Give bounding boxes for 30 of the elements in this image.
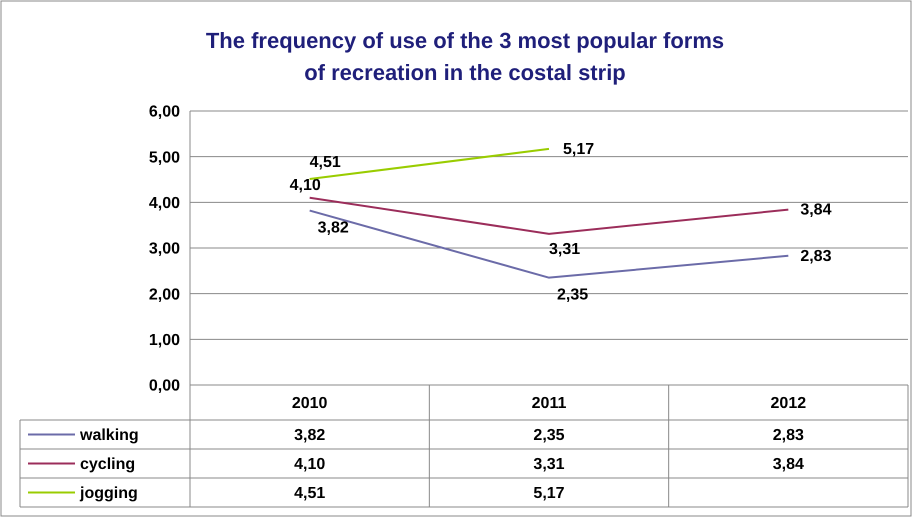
legend-label: jogging <box>79 485 138 502</box>
x-tick-label: 2012 <box>770 395 806 412</box>
data-label: 2,83 <box>772 427 804 444</box>
y-tick-label: 3,00 <box>148 240 180 258</box>
data-label: 4,10 <box>294 456 326 474</box>
text: 3,82 <box>318 220 349 237</box>
text: 3,84 <box>800 202 832 219</box>
y-tick-label: 1,00 <box>148 332 180 349</box>
text: 4,10 <box>290 176 321 194</box>
legend-label: cycling <box>80 456 136 474</box>
x-tick-label: 2011 <box>532 395 566 412</box>
data-label: 5,17 <box>533 485 565 502</box>
x-tick-label: 2010 <box>292 395 328 412</box>
y-tick-label: 0,00 <box>148 378 180 395</box>
text: 2,35 <box>557 286 588 304</box>
y-tick-label: 6,00 <box>148 104 180 121</box>
y-tick-label: 2,00 <box>148 286 180 304</box>
data-label: 2,35 <box>533 427 565 444</box>
data-label: 3,82 <box>294 427 326 444</box>
text: 2,83 <box>800 248 832 265</box>
data-label: 3,84 <box>772 456 804 474</box>
data-label: 3,31 <box>533 456 565 474</box>
y-tick-label: 5,00 <box>148 149 180 166</box>
y-tick-label: 4,00 <box>148 194 180 212</box>
data-label: 4,51 <box>294 485 326 502</box>
legend-label: walking <box>79 427 139 444</box>
text: 4,51 <box>310 154 341 172</box>
chart-title: The frequency of use of the 3 most popular forms of recreation in the costal strip <box>206 28 724 85</box>
text: 5,17 <box>563 140 594 158</box>
text: 3,31 <box>549 240 580 258</box>
